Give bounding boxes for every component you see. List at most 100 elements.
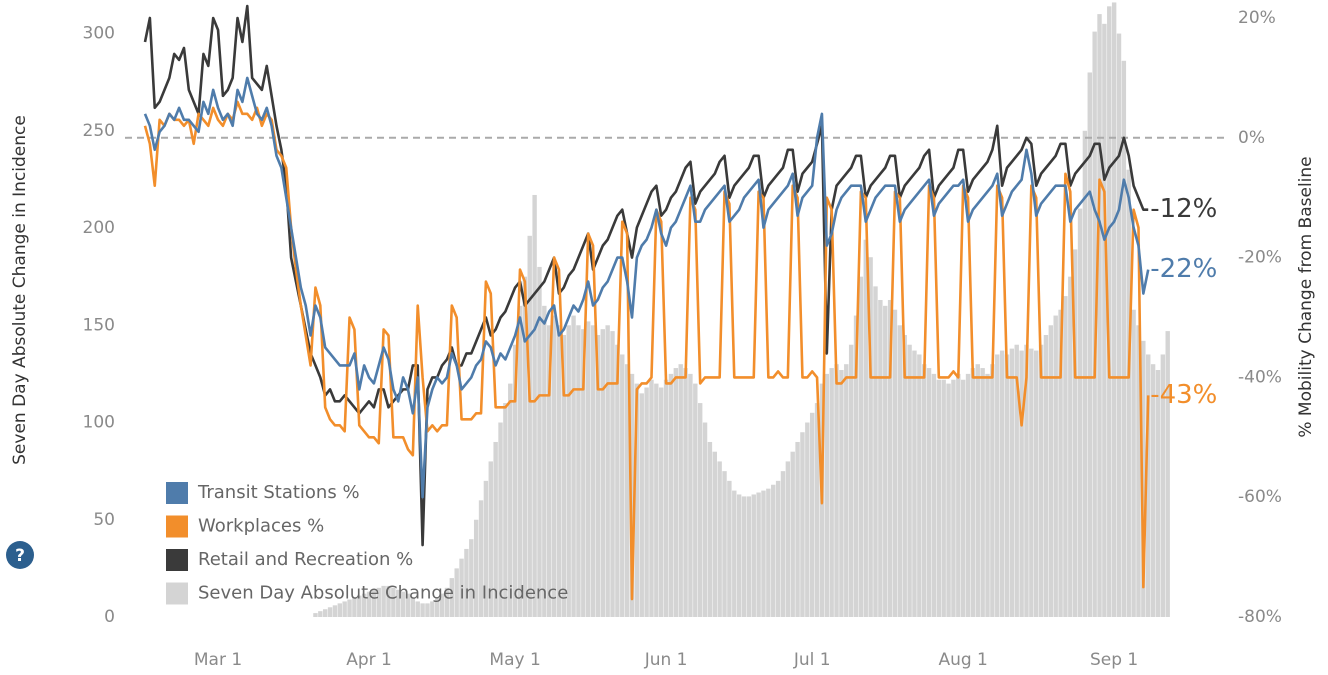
- bar: [1053, 315, 1058, 617]
- bar: [649, 379, 654, 617]
- help-mark[interactable]: ?: [15, 546, 25, 566]
- bar: [430, 601, 435, 617]
- bar: [415, 601, 420, 617]
- x-tick-label: Jun 1: [644, 650, 688, 670]
- bar: [1146, 354, 1151, 617]
- bar: [1077, 208, 1083, 617]
- bar: [610, 331, 615, 617]
- bar-layer: [313, 2, 1170, 617]
- bar: [327, 607, 333, 617]
- help-circle[interactable]: [6, 541, 34, 569]
- y2-tick-label: 20%: [1238, 8, 1276, 28]
- bar: [396, 589, 401, 617]
- bar: [537, 266, 542, 617]
- bar: [907, 344, 912, 617]
- bar: [371, 589, 377, 617]
- bar: [556, 325, 562, 617]
- bar: [318, 611, 323, 617]
- x-tick-label: Mar 1: [194, 650, 242, 670]
- bar: [503, 403, 508, 617]
- bar: [946, 383, 951, 617]
- bar: [532, 194, 537, 617]
- bar: [1121, 60, 1127, 617]
- bar: [780, 471, 786, 617]
- bar: [469, 539, 474, 617]
- bar: [1034, 350, 1039, 617]
- bar: [727, 480, 732, 617]
- line: [143, 100, 1150, 601]
- bar: [527, 235, 532, 617]
- bar: [931, 373, 937, 617]
- help-icon[interactable]: ?: [6, 541, 34, 569]
- bar: [357, 595, 362, 617]
- bar: [683, 368, 688, 617]
- bar: [712, 451, 717, 617]
- bar: [405, 593, 411, 617]
- bar: [936, 379, 942, 617]
- bar: [337, 603, 342, 617]
- bar: [634, 383, 640, 617]
- bar: [1082, 130, 1088, 617]
- y-tick-label: 50: [93, 510, 115, 530]
- bar: [551, 315, 557, 617]
- bar: [1131, 309, 1136, 617]
- bar: [566, 325, 571, 617]
- bar: [668, 373, 674, 617]
- bar: [352, 597, 357, 617]
- bar: [639, 393, 644, 617]
- line: [143, 76, 1150, 499]
- bar: [595, 335, 601, 617]
- bar: [1048, 325, 1054, 617]
- bar: [1058, 309, 1063, 617]
- legend-label: Transit Stations %: [197, 482, 360, 503]
- bar: [873, 286, 878, 617]
- bar: [844, 364, 849, 617]
- bar: [785, 461, 791, 617]
- bar: [400, 591, 406, 617]
- bar: [814, 403, 820, 617]
- x-tick-label: Apr 1: [346, 650, 392, 670]
- bar: [659, 387, 664, 617]
- bar: [629, 373, 635, 617]
- bar: [439, 593, 445, 617]
- y2-tick-label: -60%: [1238, 487, 1282, 507]
- bar: [1014, 344, 1019, 617]
- bar: [366, 591, 372, 617]
- bar: [746, 496, 752, 617]
- bar: [678, 364, 683, 617]
- bar: [342, 601, 347, 617]
- bar: [1155, 370, 1161, 617]
- y2-axis-title: % Mobility Change from Baseline: [1296, 156, 1316, 437]
- bar: [980, 368, 985, 617]
- bar: [1029, 348, 1034, 617]
- bar: [868, 257, 873, 617]
- bar: [848, 344, 854, 617]
- bar: [697, 403, 703, 617]
- bar: [995, 354, 1000, 617]
- bar: [897, 325, 903, 617]
- bar: [688, 373, 693, 617]
- bar: [863, 239, 868, 617]
- bar: [576, 325, 581, 617]
- bar: [332, 605, 338, 617]
- bar: [999, 350, 1005, 617]
- bar: [956, 373, 961, 617]
- end-label: -12%: [1150, 194, 1217, 224]
- bar: [883, 305, 888, 617]
- x-tick-label: Jul 1: [793, 650, 831, 670]
- bar: [620, 354, 625, 617]
- bar: [732, 490, 737, 617]
- bar: [1009, 348, 1015, 617]
- bar: [473, 519, 479, 617]
- bar: [878, 299, 883, 617]
- y-axis-title: Seven Day Absolute Change in Incidence: [10, 115, 30, 465]
- bar: [420, 603, 425, 617]
- y2-tick-label: 0%: [1238, 128, 1265, 148]
- y-tick-label: 0: [104, 607, 115, 627]
- y2-tick-label: -20%: [1238, 248, 1282, 268]
- bar: [1038, 344, 1044, 617]
- bar: [951, 379, 956, 617]
- bar: [512, 344, 518, 617]
- x-tick-label: Sep 1: [1090, 650, 1138, 670]
